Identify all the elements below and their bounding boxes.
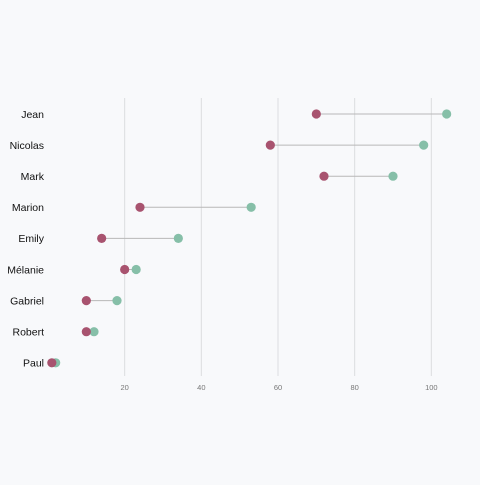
end-point-Marion <box>246 202 256 212</box>
category-label: Paul <box>23 358 44 370</box>
start-point-Robert <box>81 327 91 337</box>
end-point-Mélanie <box>131 264 141 275</box>
x-tick-label: 100 <box>425 383 438 392</box>
x-tick-label: 40 <box>197 383 205 392</box>
x-tick-label: 60 <box>274 383 282 392</box>
end-point-Jean <box>442 109 452 119</box>
grid-lines <box>124 98 432 376</box>
start-point-Mark <box>319 171 329 181</box>
category-label: Nicolas <box>10 140 44 152</box>
dumbbell-points <box>47 109 452 368</box>
end-point-Gabriel <box>112 296 122 306</box>
end-point-Mark <box>388 171 398 181</box>
end-point-Robert <box>89 327 99 337</box>
start-point-Gabriel <box>81 296 91 306</box>
category-label: Jean <box>21 109 44 121</box>
start-point-Nicolas <box>265 140 275 150</box>
category-label: Gabriel <box>10 295 44 307</box>
x-axis-ticks: 20 40 60 80 100 <box>120 383 437 392</box>
category-label: Robert <box>12 327 44 339</box>
start-point-Jean <box>311 109 321 119</box>
category-label: Mélanie <box>7 264 44 276</box>
start-point-Mélanie <box>120 264 130 275</box>
category-label: Emily <box>18 233 44 245</box>
end-point-Emily <box>173 233 183 243</box>
category-label: Marion <box>12 202 44 214</box>
end-point-Nicolas <box>419 140 429 150</box>
x-tick-label: 20 <box>120 383 128 392</box>
category-labels: Jean Nicolas Mark Marion Emily Mélanie Gabriel… <box>7 109 45 370</box>
start-point-Emily <box>97 233 107 243</box>
category-label: Mark <box>21 171 45 183</box>
start-point-Marion <box>135 202 145 212</box>
start-point-Paul <box>47 358 57 368</box>
x-tick-label: 80 <box>350 383 358 392</box>
dumbbell-segments <box>51 113 447 364</box>
